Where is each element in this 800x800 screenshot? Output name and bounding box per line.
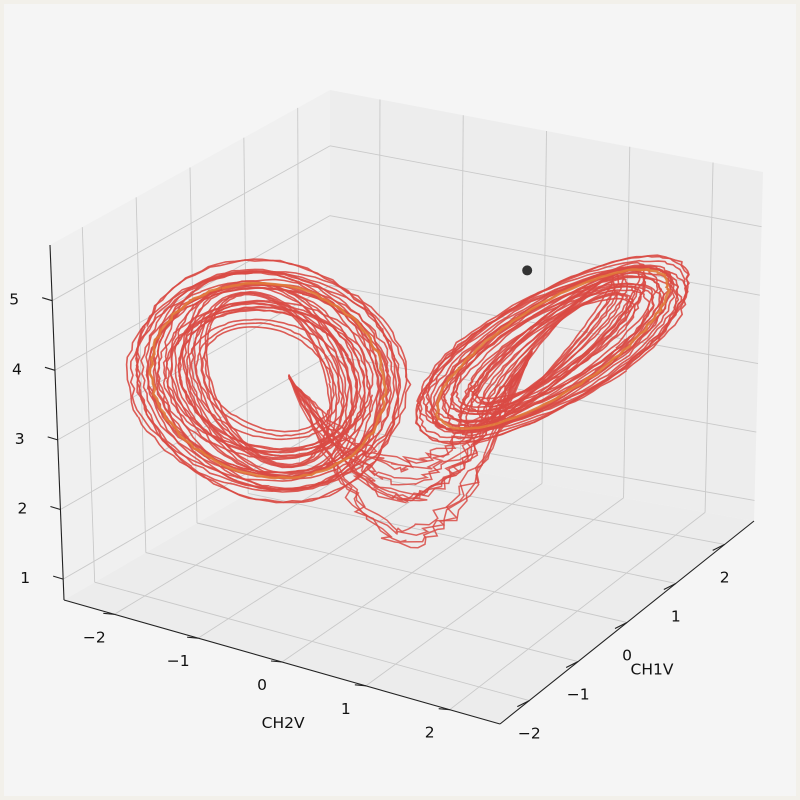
grid-wall-z-right xyxy=(329,424,755,501)
z-tick-tick xyxy=(42,297,53,302)
floor-pane xyxy=(64,446,754,724)
trajectory-loop xyxy=(203,292,333,467)
z-tick-label: 2 xyxy=(17,500,27,518)
point-markers xyxy=(522,265,533,276)
z-axis-line xyxy=(49,244,65,601)
trajectory-loop xyxy=(125,270,412,493)
trajectory-bridge xyxy=(288,347,533,486)
z-tick-tick xyxy=(50,505,61,511)
trajectory-loop xyxy=(450,283,655,416)
trajectory-series xyxy=(125,254,690,549)
trajectory-bridge xyxy=(287,348,533,549)
chart-canvas: −2 −1 0 1 2 −2 −1 0 1 2 1 2 3 4 5 CH1V CH2V xyxy=(4,4,796,796)
z-tick-tick xyxy=(47,436,58,441)
grid-wall-y xyxy=(623,146,631,498)
y-tick-tick xyxy=(438,708,450,711)
x-tick-label: 2 xyxy=(720,568,730,586)
y-tick-label: −1 xyxy=(167,652,190,670)
grid-floor-y xyxy=(449,511,706,711)
trajectory-bridge xyxy=(288,351,533,499)
highlight-orbit xyxy=(148,281,388,480)
x-tick-label: 1 xyxy=(671,607,681,625)
trajectory-loop xyxy=(198,291,338,468)
grid-wall-y xyxy=(378,99,381,455)
grid-wall-x xyxy=(135,197,147,553)
z-tick-label: 4 xyxy=(12,360,22,378)
x-tick-tick xyxy=(565,661,579,669)
trajectory-bridge xyxy=(288,347,533,543)
tick-marks: −2 −1 0 1 2 −2 −1 0 1 2 1 2 3 4 5 xyxy=(9,291,729,743)
z-tick-label: 1 xyxy=(20,569,30,587)
z-tick-tick xyxy=(44,366,56,371)
y-tick-tick xyxy=(354,684,366,687)
trajectory-loop xyxy=(201,326,335,433)
highlight-orbit xyxy=(434,267,672,430)
grid-floor-y xyxy=(365,497,624,687)
trajectory-bridge xyxy=(288,352,533,536)
trajectory-loop xyxy=(129,278,408,482)
y-tick-label: −2 xyxy=(83,628,106,646)
y-tick-label: 2 xyxy=(425,724,435,742)
trajectory-loop xyxy=(430,264,674,435)
y-tick-tick xyxy=(103,612,115,615)
trajectory-loop xyxy=(162,305,374,454)
x-tick-tick xyxy=(663,582,677,590)
trajectory-loop xyxy=(195,322,341,437)
x-tick-label: −2 xyxy=(518,725,541,743)
x-tick-label: −1 xyxy=(567,686,590,704)
z-tick-tick xyxy=(53,575,64,580)
x-tick-tick xyxy=(712,543,725,551)
grid-wall-z-right xyxy=(329,145,762,228)
grid-wall-x xyxy=(81,227,96,583)
y-axis-label: CH2V xyxy=(262,714,305,732)
trajectory-loop xyxy=(156,299,380,461)
grid-wall-y xyxy=(704,162,714,513)
current-point-marker xyxy=(522,265,533,276)
grid-floor-y xyxy=(281,483,543,663)
y-tick-tick xyxy=(270,660,283,663)
trajectory-loop xyxy=(470,284,636,413)
trajectory-loop xyxy=(414,255,690,444)
x-axis-label: CH1V xyxy=(631,661,674,679)
attractor-3d-plot: −2 −1 0 1 2 −2 −1 0 1 2 1 2 3 4 5 CH1V CH2V xyxy=(9,90,763,743)
y-tick-label: 1 xyxy=(341,700,351,718)
z-tick-label: 3 xyxy=(15,430,25,448)
y-tick-tick xyxy=(187,636,199,639)
trajectory-loop xyxy=(183,285,354,475)
trajectory-loop xyxy=(147,286,391,474)
trajectory-loop xyxy=(186,318,351,441)
x-tick-tick xyxy=(614,622,628,629)
z-tick-label: 5 xyxy=(9,291,19,309)
grid-wall-y xyxy=(541,130,547,484)
y-tick-label: 0 xyxy=(257,676,267,694)
x-tick-tick xyxy=(517,700,530,708)
x-tick-label: 0 xyxy=(622,647,632,665)
grid-wall-z-left xyxy=(51,145,331,302)
